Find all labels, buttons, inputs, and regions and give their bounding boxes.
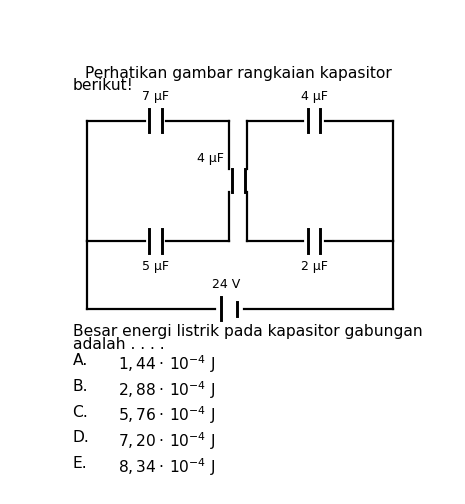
Text: $8,34\cdot\,10^{-4}$ J: $8,34\cdot\,10^{-4}$ J bbox=[118, 456, 215, 478]
Text: 2 μF: 2 μF bbox=[300, 261, 327, 273]
Text: 4 μF: 4 μF bbox=[300, 90, 327, 103]
Text: adalah . . . .: adalah . . . . bbox=[73, 337, 164, 352]
Text: Besar energi listrik pada kapasitor gabungan: Besar energi listrik pada kapasitor gabu… bbox=[73, 324, 422, 339]
Text: A.: A. bbox=[73, 353, 88, 368]
Text: 7 μF: 7 μF bbox=[142, 90, 169, 103]
Text: 24 V: 24 V bbox=[212, 278, 240, 291]
Text: D.: D. bbox=[73, 430, 89, 446]
Text: E.: E. bbox=[73, 456, 87, 471]
Text: B.: B. bbox=[73, 379, 88, 394]
Text: berikut!: berikut! bbox=[73, 78, 133, 93]
Text: Perhatikan gambar rangkaian kapasitor: Perhatikan gambar rangkaian kapasitor bbox=[85, 67, 392, 81]
Text: $1,44\cdot\,10^{-4}$ J: $1,44\cdot\,10^{-4}$ J bbox=[118, 353, 215, 375]
Text: $2,88\cdot\,10^{-4}$ J: $2,88\cdot\,10^{-4}$ J bbox=[118, 379, 215, 401]
Text: $7,20\cdot\,10^{-4}$ J: $7,20\cdot\,10^{-4}$ J bbox=[118, 430, 215, 452]
Text: $5,76\cdot\,10^{-4}$ J: $5,76\cdot\,10^{-4}$ J bbox=[118, 405, 215, 426]
Text: 4 μF: 4 μF bbox=[197, 152, 224, 165]
Text: 5 μF: 5 μF bbox=[142, 261, 169, 273]
Text: C.: C. bbox=[73, 405, 88, 420]
